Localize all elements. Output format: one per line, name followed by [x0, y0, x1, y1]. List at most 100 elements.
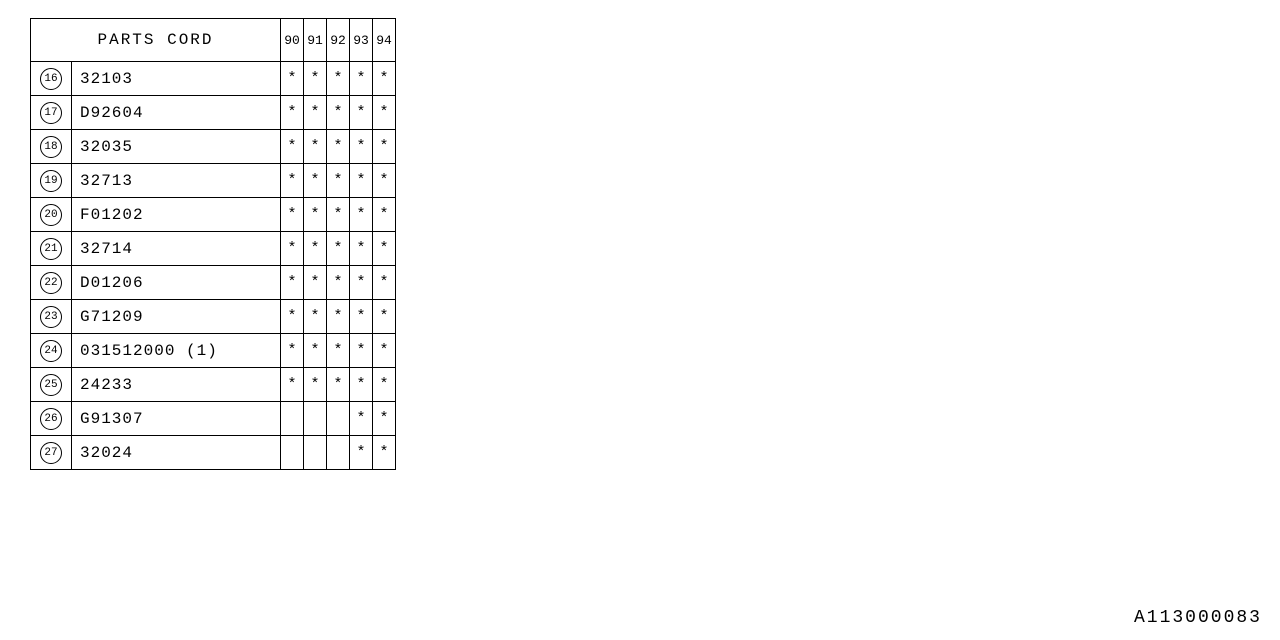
header-row: PARTS CORD 90 91 92 93 94: [31, 19, 396, 62]
year-mark-cell: *: [304, 266, 327, 300]
table-row: 1832035*****: [31, 130, 396, 164]
year-mark-cell: *: [350, 334, 373, 368]
page-id: A113000083: [1134, 608, 1262, 628]
row-number-cell: 24: [31, 334, 72, 368]
year-mark-cell: *: [281, 62, 304, 96]
row-number-cell: 27: [31, 436, 72, 470]
table-row: 17D92604*****: [31, 96, 396, 130]
year-mark-cell: *: [373, 334, 396, 368]
table-row: 20F01202*****: [31, 198, 396, 232]
year-mark-cell: *: [304, 368, 327, 402]
parts-table: PARTS CORD 90 91 92 93 94 1632103*****17…: [30, 18, 396, 470]
table-row: 22D01206*****: [31, 266, 396, 300]
part-code-cell: F01202: [72, 198, 281, 232]
row-number-circle: 23: [40, 306, 62, 328]
row-number-circle: 27: [40, 442, 62, 464]
year-mark-cell: *: [281, 130, 304, 164]
header-year-92: 92: [327, 19, 350, 62]
year-mark-cell: *: [327, 300, 350, 334]
part-code-cell: D92604: [72, 96, 281, 130]
year-mark-cell: *: [350, 232, 373, 266]
table-row: 2132714*****: [31, 232, 396, 266]
row-number-circle: 25: [40, 374, 62, 396]
year-mark-cell: *: [373, 232, 396, 266]
year-mark-cell: [327, 402, 350, 436]
row-number-cell: 20: [31, 198, 72, 232]
part-code-cell: D01206: [72, 266, 281, 300]
year-mark-cell: *: [281, 368, 304, 402]
row-number-cell: 22: [31, 266, 72, 300]
table-row: 23G71209*****: [31, 300, 396, 334]
year-mark-cell: *: [304, 62, 327, 96]
row-number-circle: 16: [40, 68, 62, 90]
year-mark-cell: *: [373, 402, 396, 436]
row-number-circle: 18: [40, 136, 62, 158]
row-number-circle: 17: [40, 102, 62, 124]
year-mark-cell: *: [281, 334, 304, 368]
year-mark-cell: *: [350, 130, 373, 164]
year-mark-cell: *: [304, 300, 327, 334]
row-number-circle: 19: [40, 170, 62, 192]
year-mark-cell: *: [327, 164, 350, 198]
year-mark-cell: *: [304, 130, 327, 164]
year-mark-cell: [327, 436, 350, 470]
year-mark-cell: *: [350, 198, 373, 232]
year-mark-cell: *: [327, 198, 350, 232]
header-year-91: 91: [304, 19, 327, 62]
table-body: 1632103*****17D92604*****1832035*****193…: [31, 62, 396, 470]
year-mark-cell: *: [327, 266, 350, 300]
year-mark-cell: *: [350, 300, 373, 334]
year-mark-cell: *: [373, 266, 396, 300]
row-number-circle: 26: [40, 408, 62, 430]
header-year-90: 90: [281, 19, 304, 62]
year-mark-cell: [281, 436, 304, 470]
part-code-cell: 32024: [72, 436, 281, 470]
year-mark-cell: *: [373, 436, 396, 470]
year-mark-cell: *: [373, 198, 396, 232]
table-row: 24031512000 (1)*****: [31, 334, 396, 368]
year-mark-cell: *: [281, 96, 304, 130]
year-mark-cell: *: [350, 368, 373, 402]
year-mark-cell: *: [350, 436, 373, 470]
row-number-circle: 21: [40, 238, 62, 260]
row-number-circle: 24: [40, 340, 62, 362]
year-mark-cell: *: [281, 164, 304, 198]
row-number-cell: 21: [31, 232, 72, 266]
year-mark-cell: [304, 402, 327, 436]
table-row: 26G91307**: [31, 402, 396, 436]
row-number-circle: 22: [40, 272, 62, 294]
year-mark-cell: *: [373, 62, 396, 96]
year-mark-cell: *: [327, 130, 350, 164]
year-mark-cell: *: [304, 96, 327, 130]
row-number-cell: 18: [31, 130, 72, 164]
header-year-93: 93: [350, 19, 373, 62]
year-mark-cell: *: [350, 96, 373, 130]
year-mark-cell: *: [373, 96, 396, 130]
table-row: 1632103*****: [31, 62, 396, 96]
part-code-cell: 32103: [72, 62, 281, 96]
part-code-cell: 32713: [72, 164, 281, 198]
year-mark-cell: *: [327, 368, 350, 402]
row-number-cell: 17: [31, 96, 72, 130]
year-mark-cell: *: [350, 62, 373, 96]
header-year-94: 94: [373, 19, 396, 62]
header-parts-cord: PARTS CORD: [31, 19, 281, 62]
part-code-cell: 031512000 (1): [72, 334, 281, 368]
year-mark-cell: *: [373, 130, 396, 164]
year-mark-cell: *: [281, 232, 304, 266]
year-mark-cell: *: [373, 368, 396, 402]
part-code-cell: 32035: [72, 130, 281, 164]
part-code-cell: G71209: [72, 300, 281, 334]
row-number-cell: 25: [31, 368, 72, 402]
table-row: 27 32024 **: [31, 436, 396, 470]
year-mark-cell: *: [327, 96, 350, 130]
part-code-cell: G91307: [72, 402, 281, 436]
year-mark-cell: *: [373, 300, 396, 334]
table-row: 1932713*****: [31, 164, 396, 198]
year-mark-cell: *: [281, 300, 304, 334]
year-mark-cell: *: [304, 198, 327, 232]
year-mark-cell: *: [327, 62, 350, 96]
year-mark-cell: *: [304, 232, 327, 266]
table-row: 2524233*****: [31, 368, 396, 402]
part-code-cell: 32714: [72, 232, 281, 266]
